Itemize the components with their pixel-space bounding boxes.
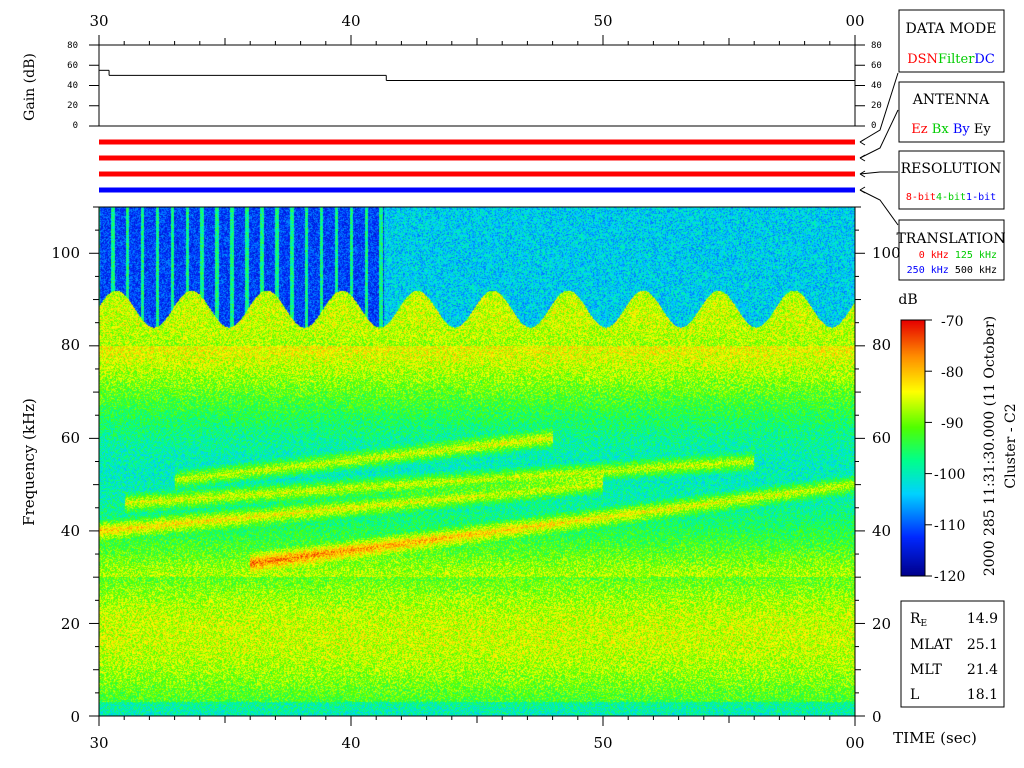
- bottom-tick-label: 30: [89, 734, 108, 752]
- colorbar-tick-label: -90: [941, 416, 964, 432]
- freq-tick-label: 20: [872, 615, 891, 633]
- gain-tick-label: 60: [871, 61, 882, 71]
- freq-tick-label: 20: [61, 615, 80, 633]
- svg-text:DSNFilterDC: DSNFilterDC: [907, 52, 995, 67]
- top-tick-label: 40: [341, 12, 360, 30]
- ephemeris-label: MLT: [910, 662, 942, 678]
- colorbar-tick-label: -120: [934, 569, 965, 585]
- svg-text:250 kHz 500 kHz: 250 kHz 500 kHz: [907, 265, 997, 276]
- spectrogram-frame: [98, 206, 856, 717]
- legend-resolution: RESOLUTION 8-bit4-bit1-bit: [898, 150, 1005, 210]
- gain-tick-label: 40: [871, 81, 882, 91]
- mission-caption: Cluster - C2: [1003, 403, 1019, 488]
- legend-item: 125 kHz: [955, 250, 997, 261]
- bottom-tick-label: 50: [593, 734, 612, 752]
- freq-tick-label: 80: [872, 336, 891, 354]
- gain-trace: [99, 69, 855, 81]
- top-tick-label: 50: [593, 12, 612, 30]
- ephemeris-label: R: [910, 611, 921, 627]
- legend-title: RESOLUTION: [901, 161, 1002, 177]
- legend-item: DC: [974, 52, 994, 67]
- svg-text:8-bit4-bit1-bit: 8-bit4-bit1-bit: [906, 192, 996, 203]
- gain-tick-label: 0: [871, 121, 876, 131]
- ephemeris-label: L: [910, 687, 919, 703]
- legend-item: 4-bit: [936, 192, 966, 203]
- legend-item: Bx: [932, 122, 950, 137]
- gain-tick-label: 60: [67, 61, 78, 71]
- gain-panel: 80 60 40 20 0 80 60 40 20 0 Gain (dB): [22, 35, 882, 131]
- top-tick-label: 30: [89, 12, 108, 30]
- legend-data-mode: DATA MODE DSNFilterDC: [898, 9, 1005, 73]
- legend-title: ANTENNA: [912, 92, 990, 108]
- freq-tick-label: 60: [872, 429, 891, 447]
- legend-antenna: ANTENNA Ez Bx By Ey: [898, 81, 1005, 143]
- svg-text:Ez Bx By Ey: Ez Bx By Ey: [911, 122, 991, 137]
- colorbar: dB -70 -80 -90 -100 -110 -120: [898, 292, 965, 585]
- colorbar-tick-label: -70: [941, 314, 964, 330]
- svg-text:0 kHz 125 kHz: 0 kHz 125 kHz: [919, 250, 997, 261]
- legend-item: 0 kHz: [919, 250, 949, 261]
- freq-tick-label: 0: [70, 708, 80, 726]
- legend-title: TRANSLATION: [896, 231, 1005, 247]
- freq-tick-label: 100: [51, 244, 80, 262]
- colorbar-tick-label: -80: [941, 365, 964, 381]
- colorbar-gradient: [901, 320, 925, 576]
- legend-title: DATA MODE: [906, 21, 997, 37]
- legend-item: 8-bit: [906, 192, 936, 203]
- gain-tick-label: 40: [67, 81, 78, 91]
- legend-translation: TRANSLATION 0 kHz 125 kHz 250 kHz 500 kH…: [896, 219, 1006, 281]
- legend-connectors: [859, 72, 899, 226]
- legend-item: 1-bit: [966, 192, 996, 203]
- timestamp-caption: 2000 285 11:31:30.000 (11 October): [982, 316, 998, 576]
- spectrogram-axes: 100 80 60 40 20 0 100 80 60 40 20 0 Freq…: [20, 206, 977, 752]
- top-tick-label: 00: [845, 12, 864, 30]
- freq-axis-label: Frequency (kHz): [20, 398, 38, 526]
- colorbar-frame: [900, 319, 926, 577]
- ephemeris-box: RE 14.9 MLAT 25.1 MLT 21.4 L 18.1: [900, 600, 1005, 708]
- colorbar-unit: dB: [898, 292, 917, 308]
- svg-text:RE: RE: [910, 611, 927, 629]
- gain-tick-label: 20: [67, 101, 78, 111]
- freq-tick-label: 100: [872, 244, 901, 262]
- legend-item: By: [953, 122, 971, 137]
- gain-tick-label: 80: [871, 41, 882, 51]
- freq-tick-label: 40: [872, 522, 891, 540]
- legend-item: Ey: [974, 122, 991, 137]
- ephemeris-value: 21.4: [967, 662, 998, 678]
- time-axis-label: TIME (sec): [893, 729, 977, 747]
- gain-axis-label: Gain (dB): [22, 53, 38, 121]
- ephemeris-value: 14.9: [967, 611, 998, 627]
- colorbar-tick-label: -110: [934, 518, 965, 534]
- bottom-tick-label: 00: [845, 734, 864, 752]
- colorbar-tick-label: -100: [934, 467, 965, 483]
- freq-tick-label: 0: [872, 708, 882, 726]
- gain-frame: [98, 44, 856, 127]
- top-time-axis: 30 40 50 00: [89, 12, 864, 30]
- ephemeris-subscript: E: [921, 619, 928, 629]
- freq-tick-label: 80: [61, 336, 80, 354]
- gain-tick-label: 80: [67, 41, 78, 51]
- legend-item: DSN: [907, 52, 938, 67]
- spectrogram-image: [99, 207, 855, 716]
- legend-item: Ez: [911, 122, 927, 137]
- freq-tick-label: 60: [61, 429, 80, 447]
- ephemeris-label: MLAT: [910, 637, 953, 653]
- legend-item: 250 kHz: [907, 265, 949, 276]
- gain-tick-label: 0: [73, 121, 78, 131]
- freq-tick-label: 40: [61, 522, 80, 540]
- ephemeris-value: 18.1: [967, 687, 998, 703]
- mode-indicator-bars: [99, 139, 855, 193]
- gain-tick-label: 20: [871, 101, 882, 111]
- legend-item: Filter: [938, 52, 975, 67]
- legend-item: 500 kHz: [955, 265, 997, 276]
- bottom-tick-label: 40: [341, 734, 360, 752]
- ephemeris-value: 25.1: [967, 637, 998, 653]
